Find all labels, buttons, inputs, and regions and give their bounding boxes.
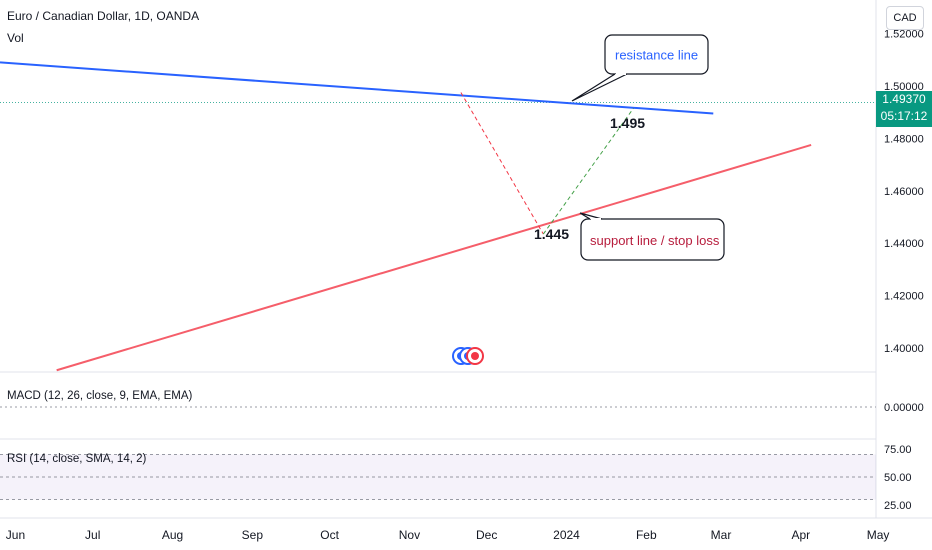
event-icon-dot <box>471 352 479 360</box>
bar-countdown: 05:17:12 <box>880 109 928 123</box>
price-axis-label: 1.50000 <box>884 81 924 93</box>
rsi-title: RSI (14, close, SMA, 14, 2) <box>7 453 147 465</box>
macd-title: MACD (12, 26, close, 9, EMA, EMA) <box>7 390 193 402</box>
time-axis-label: Oct <box>320 528 339 542</box>
stop-label: 1.445 <box>534 226 569 242</box>
time-axis-label: May <box>867 528 890 542</box>
rsi-axis-label: 75.00 <box>884 444 912 456</box>
time-axis-label: Nov <box>399 528 420 542</box>
projection-up <box>542 107 634 235</box>
support-callout-text: support line / stop loss <box>590 233 720 248</box>
price-axis-label: 1.42000 <box>884 291 924 303</box>
price-axis-label: 1.40000 <box>884 343 924 355</box>
time-axis-label: Jul <box>85 528 100 542</box>
time-axis-label: Sep <box>242 528 264 542</box>
time-axis-label: Jun <box>6 528 25 542</box>
last-price: 1.49370 <box>882 92 926 106</box>
price-axis-label: 1.48000 <box>884 133 924 145</box>
support-trendline <box>56 143 812 372</box>
resistance-callout-box <box>604 34 709 75</box>
last-price-tag: 1.49370 05:17:12 <box>876 91 932 127</box>
time-axis-label: Feb <box>636 528 657 542</box>
price-axis-label: 1.46000 <box>884 186 924 198</box>
symbol-title: Euro / Canadian Dollar, 1D, OANDA <box>7 9 200 23</box>
time-axis-label: 2024 <box>553 528 580 542</box>
target-label: 1.495 <box>610 115 645 131</box>
rsi-axis-label: 25.00 <box>884 500 912 512</box>
time-axis-label: Apr <box>791 528 810 542</box>
support-callout-pointer <box>579 212 603 220</box>
price-axis-label: 1.52000 <box>884 29 924 41</box>
volume-label: Vol <box>7 31 24 45</box>
rsi-axis-label: 50.00 <box>884 472 912 484</box>
resistance-callout-pointer <box>571 73 628 102</box>
support-callout-box <box>580 218 725 261</box>
time-axis-label: Mar <box>711 528 732 542</box>
macd-axis-label: 0.00000 <box>884 402 924 414</box>
time-axis-label: Aug <box>162 528 183 542</box>
resistance-callout-text: resistance line <box>615 48 698 63</box>
currency-button[interactable]: CAD <box>886 6 924 30</box>
price-axis-label: 1.44000 <box>884 238 924 250</box>
time-axis-label: Dec <box>476 528 497 542</box>
resistance-trendline <box>0 61 714 115</box>
projection-down <box>460 92 544 235</box>
